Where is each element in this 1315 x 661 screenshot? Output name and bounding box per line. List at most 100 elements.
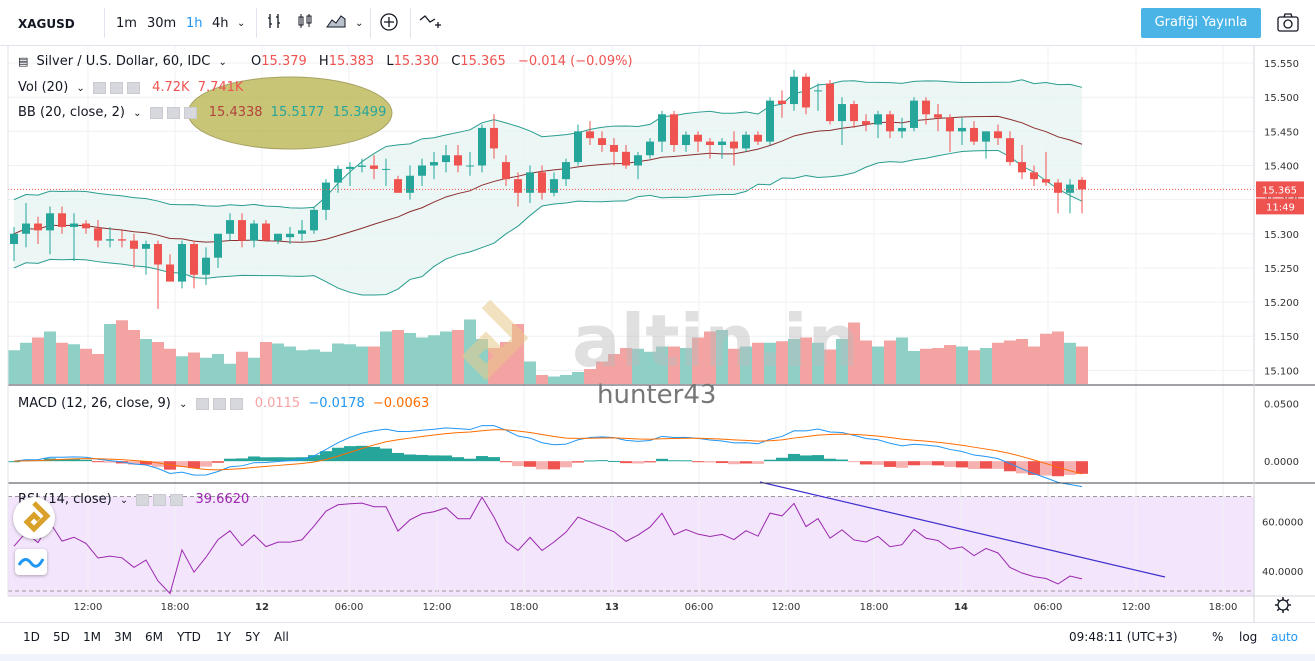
interval-1m[interactable]: 1m xyxy=(116,16,137,31)
interval-30m[interactable]: 30m xyxy=(147,16,177,31)
chevron-down-icon[interactable]: ⌄ xyxy=(355,18,364,29)
candle-body xyxy=(514,179,522,193)
candles-icon[interactable] xyxy=(296,12,314,36)
altin-logo-icon[interactable] xyxy=(13,497,55,539)
percent-toggle[interactable]: % xyxy=(1212,630,1224,644)
candle-body xyxy=(886,114,894,132)
volume-indicator-name[interactable]: Vol (20) xyxy=(18,80,69,95)
chart-canvas[interactable]: altin.in 15.55015.50015.45015.40015.3501… xyxy=(0,46,1315,622)
chevron-down-icon[interactable]: ⌄ xyxy=(119,495,129,506)
volume-bar xyxy=(692,337,704,384)
volume-bar xyxy=(404,333,416,384)
add-indicator-icon[interactable] xyxy=(379,12,399,36)
candle-body xyxy=(934,114,942,118)
close-label: C xyxy=(451,54,461,69)
rsi-legend: RSI (14, close) ⌄ 39.6620 xyxy=(18,492,253,507)
eye-icon[interactable] xyxy=(92,81,106,94)
volume-bar xyxy=(1076,346,1088,384)
macd-histogram-bar xyxy=(260,457,272,462)
macd-histogram-bar xyxy=(308,455,320,462)
eye-icon[interactable] xyxy=(195,397,209,410)
interval-4h[interactable]: 4h xyxy=(212,16,229,31)
close-icon[interactable] xyxy=(170,493,184,506)
tradingview-logo-icon[interactable] xyxy=(15,549,47,575)
candle-body xyxy=(982,131,990,142)
gear-icon[interactable] xyxy=(153,493,167,506)
close-icon[interactable] xyxy=(183,106,197,119)
range-5y[interactable]: 5Y xyxy=(245,630,260,644)
volume-bar xyxy=(272,343,284,384)
range-1m[interactable]: 1M xyxy=(83,630,101,644)
time-tick-label: 18:00 xyxy=(510,602,539,613)
candle-body xyxy=(262,223,270,241)
price-tick-label: 15.100 xyxy=(1264,366,1299,377)
candle-body xyxy=(382,168,390,170)
range-3m[interactable]: 3M xyxy=(114,630,132,644)
volume-bar xyxy=(92,354,104,384)
volume-bar xyxy=(32,337,44,384)
rsi-trendline xyxy=(759,481,1166,578)
volume-bar xyxy=(1016,339,1028,384)
eye-icon[interactable] xyxy=(149,106,163,119)
close-icon[interactable] xyxy=(229,397,243,410)
chevron-down-icon[interactable]: ⌄ xyxy=(76,83,85,94)
interval-1h[interactable]: 1h xyxy=(186,16,203,31)
volume-bar xyxy=(560,375,572,384)
macd-histogram-bar xyxy=(404,454,416,462)
macd-signal-value: −0.0063 xyxy=(372,396,430,411)
candle-body xyxy=(286,233,294,238)
time-tick-label: 18:00 xyxy=(161,602,190,613)
macd-histogram-bar xyxy=(908,461,920,466)
symbol-search[interactable]: XAGUSD xyxy=(18,17,75,31)
volume-bar xyxy=(548,376,560,384)
camera-icon[interactable] xyxy=(1276,12,1302,34)
chevron-down-icon[interactable]: ⌄ xyxy=(237,18,246,29)
compare-icon[interactable] xyxy=(418,12,442,36)
range-6m[interactable]: 6M xyxy=(145,630,163,644)
gear-icon[interactable] xyxy=(166,106,180,119)
chevron-down-icon[interactable]: ⌄ xyxy=(218,57,227,68)
volume-bar xyxy=(956,346,968,384)
auto-toggle[interactable]: auto xyxy=(1271,630,1299,644)
collapse-icon[interactable]: ▤ xyxy=(18,55,29,68)
volume-bar xyxy=(416,337,428,384)
range-all[interactable]: All xyxy=(274,630,289,644)
range-5d[interactable]: 5D xyxy=(53,630,70,644)
macd-line-value: −0.0178 xyxy=(308,396,365,411)
bb-lower-value: 15.3499 xyxy=(332,105,387,120)
toolbar-divider xyxy=(256,8,257,38)
chevron-down-icon[interactable]: ⌄ xyxy=(179,399,188,410)
volume-bar xyxy=(668,346,680,384)
macd-histogram-bar xyxy=(884,461,896,467)
settings-gear-icon[interactable] xyxy=(1275,597,1291,613)
gear-icon[interactable] xyxy=(109,81,123,94)
time-tick-label: 18:00 xyxy=(1209,602,1238,613)
close-icon[interactable] xyxy=(126,81,140,94)
area-chart-icon[interactable] xyxy=(326,12,346,36)
chevron-down-icon[interactable]: ⌄ xyxy=(133,108,142,119)
candle-body xyxy=(862,121,870,125)
bb-indicator-name[interactable]: BB (20, close, 2) xyxy=(18,105,125,120)
candle-body xyxy=(178,244,186,282)
candle-body xyxy=(1006,138,1014,163)
clock-timezone[interactable]: 09:48:11 (UTC+3) xyxy=(1069,630,1178,644)
publish-chart-button[interactable]: Grafiği Yayınla xyxy=(1141,8,1261,38)
eye-icon[interactable] xyxy=(136,493,150,506)
log-toggle[interactable]: log xyxy=(1239,630,1258,644)
bar-chart-icon[interactable] xyxy=(266,12,284,36)
volume-bar xyxy=(620,348,632,384)
gear-icon[interactable] xyxy=(212,397,226,410)
macd-histogram-bar xyxy=(212,461,224,463)
candle-body xyxy=(658,114,666,142)
macd-indicator-name[interactable]: MACD (12, 26, close, 9) xyxy=(18,396,171,411)
volume-bar xyxy=(140,339,152,384)
macd-histogram-bar xyxy=(560,461,572,468)
time-tick-label: 13 xyxy=(605,602,619,613)
range-ytd[interactable]: YTD xyxy=(177,630,201,644)
range-1y[interactable]: 1Y xyxy=(216,630,231,644)
toolbar-divider xyxy=(410,8,411,38)
price-tick-label: 15.250 xyxy=(1264,264,1299,275)
range-1d[interactable]: 1D xyxy=(23,630,40,644)
candle-body xyxy=(802,76,810,108)
candle-body xyxy=(406,175,414,193)
